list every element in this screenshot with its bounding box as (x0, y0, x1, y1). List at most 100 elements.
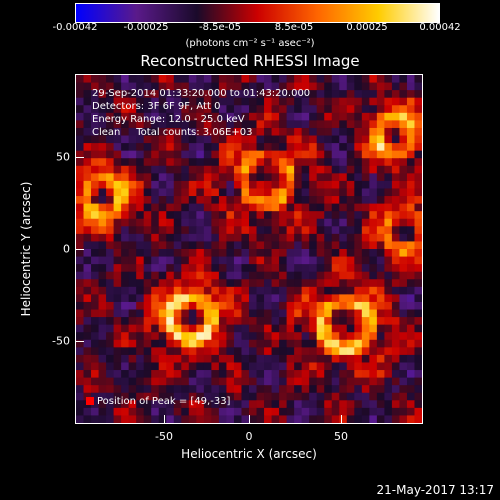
image-pixel (361, 188, 370, 197)
image-pixel (301, 165, 310, 174)
image-pixel (384, 264, 393, 273)
image-pixel (256, 90, 265, 99)
image-pixel (188, 196, 197, 205)
image-pixel (406, 332, 415, 341)
rhessi-pixel-map (76, 75, 422, 423)
image-pixel (331, 317, 340, 326)
image-pixel (106, 256, 115, 265)
image-pixel (309, 82, 318, 91)
image-pixel (339, 105, 348, 114)
image-pixel (331, 279, 340, 288)
image-pixel (106, 294, 115, 303)
image-pixel (143, 90, 152, 99)
peak-marker-icon (86, 397, 94, 405)
image-pixel (324, 264, 333, 273)
image-pixel (256, 407, 265, 416)
image-pixel (271, 127, 280, 137)
image-pixel (256, 362, 265, 371)
image-pixel (294, 180, 303, 189)
image-pixel (384, 400, 393, 409)
image-pixel (143, 377, 152, 386)
image-pixel (316, 165, 325, 174)
image-pixel (331, 143, 340, 152)
image-pixel (106, 377, 115, 386)
image-pixel (301, 407, 310, 416)
image-pixel (399, 385, 408, 394)
image-pixel (166, 407, 175, 416)
image-pixel (76, 377, 85, 386)
image-pixel (158, 241, 167, 250)
image-pixel (309, 294, 318, 303)
image-pixel (241, 203, 250, 212)
image-pixel (226, 264, 235, 273)
image-pixel (173, 196, 182, 205)
image-pixel (158, 309, 167, 318)
image-pixel (203, 400, 212, 409)
image-pixel (166, 196, 175, 205)
image-pixel (106, 127, 115, 137)
image-pixel (406, 188, 415, 197)
image-pixel (151, 211, 160, 220)
image-pixel (203, 233, 212, 242)
image-pixel (309, 279, 318, 288)
image-pixel (301, 180, 310, 189)
image-pixel (391, 324, 400, 333)
image-pixel (414, 180, 422, 189)
image-pixel (391, 249, 400, 258)
image-pixel (369, 294, 378, 303)
image-pixel (158, 180, 167, 189)
image-pixel (166, 317, 175, 326)
image-pixel (188, 143, 197, 152)
image-pixel (136, 112, 145, 121)
image-pixel (83, 249, 92, 258)
image-pixel (271, 90, 280, 99)
image-pixel (301, 286, 310, 295)
image-pixel (316, 400, 325, 409)
image-pixel (324, 82, 333, 91)
image-pixel (233, 196, 242, 205)
image-pixel (181, 339, 190, 348)
image-pixel (98, 286, 107, 295)
image-pixel (143, 347, 152, 356)
image-pixel (196, 249, 205, 258)
image-pixel (98, 400, 107, 409)
image-pixel (188, 301, 197, 311)
image-pixel (249, 385, 258, 394)
image-pixel (128, 135, 137, 144)
image-pixel (136, 362, 145, 371)
image-pixel (286, 324, 295, 333)
image-pixel (301, 332, 310, 341)
image-pixel (361, 75, 370, 84)
image-pixel (203, 377, 212, 386)
image-pixel (196, 317, 205, 326)
image-pixel (324, 400, 333, 409)
image-pixel (249, 324, 258, 333)
image-pixel (354, 354, 363, 363)
image-pixel (279, 339, 288, 348)
image-pixel (331, 241, 340, 250)
image-pixel (241, 264, 250, 273)
image-pixel (384, 279, 393, 288)
image-pixel (188, 226, 197, 235)
image-pixel (226, 286, 235, 295)
image-pixel (361, 317, 370, 326)
image-pixel (346, 75, 355, 84)
image-pixel (121, 354, 130, 363)
image-pixel (376, 370, 385, 379)
image-pixel (249, 211, 258, 220)
colorbar-tick-label: 8.5e-05 (274, 22, 314, 33)
image-pixel (376, 332, 385, 341)
image-pixel (264, 309, 273, 318)
image-pixel (226, 105, 235, 114)
image-pixel (271, 271, 280, 280)
image-pixel (173, 120, 182, 129)
image-pixel (128, 377, 137, 386)
image-pixel (226, 249, 235, 258)
image-pixel (226, 317, 235, 326)
image-pixel (406, 309, 415, 318)
image-pixel (324, 233, 333, 242)
image-pixel (83, 127, 92, 137)
image-pixel (113, 271, 122, 280)
image-pixel (76, 127, 85, 137)
image-pixel (188, 82, 197, 91)
